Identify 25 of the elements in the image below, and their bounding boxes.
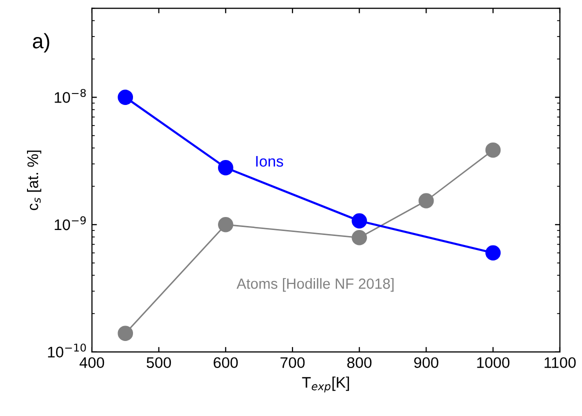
point: [218, 160, 234, 176]
series-label: Ions: [256, 156, 284, 167]
y-tick-label: 10$^{−8}$: [54, 88, 86, 103]
point: [118, 90, 134, 105]
x-tick-label: 500: [146, 357, 171, 368]
x-tick-label: 900: [414, 357, 438, 368]
x-tick-label: 400: [80, 357, 104, 368]
point: [352, 213, 367, 229]
y-tick-label: 10$^{−10}$: [48, 344, 86, 358]
point: [218, 216, 234, 232]
x-tick-label: 600: [214, 357, 238, 368]
x-axis-title: T$_{exp}$[K]: [302, 376, 349, 392]
text: Atoms [Hodille NF 2018]: [236, 278, 394, 292]
point: [485, 245, 501, 261]
x-tick-label: 700: [280, 357, 305, 368]
point: [418, 193, 434, 208]
x-tick-label: 1100: [544, 357, 576, 368]
x-tick-label: 800: [347, 357, 372, 368]
point: [485, 142, 501, 158]
point: [352, 230, 367, 246]
text: a): [32, 33, 50, 53]
x-tick-label: 1000: [477, 357, 510, 368]
point: [118, 326, 134, 341]
y-axis-title: c$_{s}$ [at. %]: [27, 150, 42, 210]
y-tick-label: 10$^{−9}$: [54, 216, 86, 230]
